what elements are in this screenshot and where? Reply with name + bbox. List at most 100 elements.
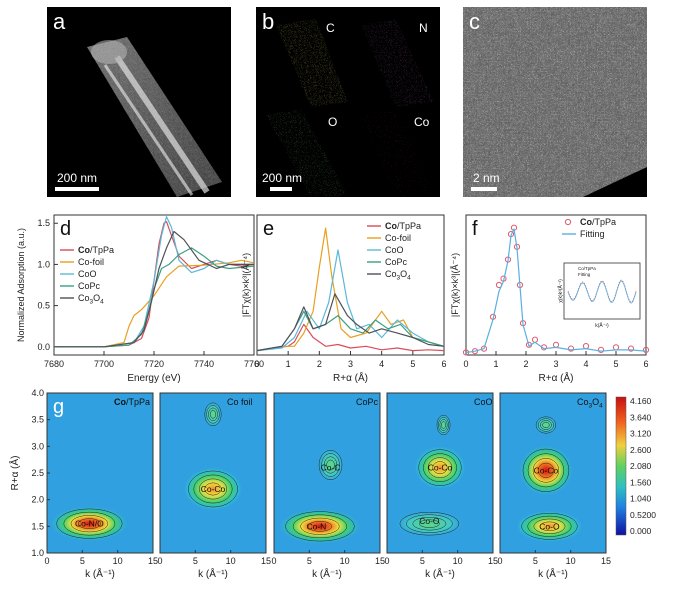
wavelet-map-0: Co/TpPa Co-N/O 0 5 10 15 k (Å⁻¹)	[44, 392, 158, 580]
wavelet-frame	[499, 392, 607, 554]
data-point-f	[582, 342, 590, 350]
y-tick-label-g: 3.5	[31, 415, 44, 425]
x-tick-label-e: 6	[441, 359, 446, 369]
x-tick-label-g: 5	[307, 556, 312, 566]
wavelet-blob	[183, 467, 243, 511]
scale-label-b: 200 nm	[262, 171, 303, 185]
contour-line	[542, 421, 550, 429]
contour-line	[188, 470, 238, 508]
x-axis-label-g: k (Å⁻¹)	[538, 567, 568, 580]
contour-line	[423, 453, 457, 482]
spectra-row: 7680 7700 7720 7740 7760 0.0 0.5 1.0 1.5 Energy (…	[16, 214, 650, 384]
colorbar-label: 0.5200	[630, 510, 656, 520]
scale-label-c: 2 nm	[473, 171, 500, 185]
data-point-f	[642, 346, 650, 354]
contour-line	[285, 511, 355, 542]
x-tick-label-f: 0	[463, 359, 468, 369]
y-tick-label-g: 3.0	[31, 441, 44, 451]
contour-line	[206, 405, 220, 424]
data-point-f	[567, 345, 575, 352]
y-tick-label-d: 1.0	[37, 259, 50, 269]
legend-label-d: Co/TpPa	[78, 245, 114, 255]
wavelet-frame	[159, 392, 267, 554]
bond-label: Co-O	[419, 516, 440, 526]
colorbar-label: 1.560	[630, 477, 652, 487]
contour-line	[204, 402, 222, 427]
wavelet-map-2: CoPc Co-C Co-N 0 5 10 15 k (Å⁻¹)	[271, 392, 385, 580]
bond-label: Co-N	[306, 521, 326, 531]
series-line-e	[256, 227, 445, 352]
colorbar-label: 3.120	[630, 429, 652, 439]
series-line-d	[54, 259, 255, 348]
panel-label-c: c	[469, 9, 480, 34]
y-tick-label-g: 1.5	[31, 521, 44, 531]
contour-line	[537, 462, 555, 478]
x-axis-label-f: R+α (Å)	[539, 371, 574, 384]
micrograph-b: b C N O Co 200 nm	[256, 7, 440, 197]
y-tick-label-g: 2.5	[31, 468, 44, 478]
y-tick-label-g: 1.0	[31, 548, 44, 558]
contour-line	[441, 421, 447, 429]
x-tick-label-g: 15	[488, 556, 498, 566]
series-line-f	[465, 228, 647, 354]
x-tick-label-d: 7680	[44, 359, 64, 369]
y-axis-label-g: R+α (Å)	[8, 456, 21, 491]
contour-line	[527, 515, 572, 537]
contour-line	[70, 515, 109, 533]
contour-line	[193, 474, 233, 504]
data-point-f	[612, 344, 620, 351]
bond-label: Co-Co	[534, 465, 559, 475]
contour-line	[538, 418, 554, 432]
legend-label-f: Fitting	[580, 229, 605, 239]
legend-label-d: CoO	[78, 269, 97, 279]
x-tick-label-f: 3	[553, 359, 558, 369]
bond-label: Co-Co	[201, 484, 226, 494]
x-axis-label-e: R+α (Å)	[333, 371, 368, 384]
legend-swatch-f	[564, 218, 572, 226]
x-tick-label-g: 0	[157, 556, 162, 566]
contour-line	[321, 453, 340, 477]
x-tick-label-f: 2	[523, 359, 528, 369]
x-tick-label-g: 5	[193, 556, 198, 566]
x-tick-label-e: 0	[254, 359, 259, 369]
bond-label: Co-N/O	[75, 519, 104, 529]
x-tick-label-d: 7720	[144, 359, 164, 369]
panel-label-d: d	[60, 218, 71, 240]
panel-label-e: e	[263, 218, 274, 240]
panel-label-f: f	[472, 218, 478, 240]
contour-line	[63, 511, 116, 536]
contour-line	[209, 410, 217, 419]
chart-d: 7680 7700 7720 7740 7760 0.0 0.5 1.0 1.5 Energy (…	[16, 214, 264, 384]
micrograph-a: a 200 nm	[47, 7, 231, 197]
wavelet-row: Co/TpPa Co-N/O 0 5 10 15 k (Å⁻¹) Co foil Co-Co 0 5…	[8, 388, 656, 580]
colorbar-label: 4.160	[630, 396, 652, 406]
wavelet-blob	[393, 509, 466, 538]
wavelet-blob	[414, 445, 466, 490]
x-tick-label-g: 10	[340, 556, 350, 566]
x-tick-label-g: 5	[80, 556, 85, 566]
x-tick-label-e: 4	[379, 359, 384, 369]
series-line-d	[54, 230, 254, 348]
x-tick-label-e: 2	[317, 359, 322, 369]
contour-line	[438, 417, 449, 433]
y-axis-label-d: Normalized Adsorption (a.u.)	[16, 228, 26, 342]
element-label-o: O	[328, 115, 338, 129]
series-line-e	[256, 249, 445, 352]
scale-bar-a	[55, 187, 99, 191]
y-tick-label-d: 0.5	[37, 301, 50, 311]
x-tick-label-e: 5	[410, 359, 415, 369]
inset-legend-label: Fitting	[578, 272, 591, 277]
element-label-n: N	[419, 21, 428, 35]
chart-e: 0 1 2 3 4 5 6 R+α (Å) |FTχ(k)×k³|(Å⁻⁴) e Co/TpPa Co…	[241, 214, 447, 384]
x-axis-label-g: k (Å⁻¹)	[198, 567, 228, 580]
y-axis-label-f: |FTχ(k)×k³|(Å⁻⁴)	[450, 253, 460, 317]
wavelet-blob	[435, 413, 452, 437]
contour-line	[535, 416, 557, 434]
element-label-co: Co	[414, 115, 430, 129]
legend-label-e: CoO	[385, 245, 404, 255]
y-axis-label-e: |FTχ(k)×k³|(Å⁻⁴)	[241, 253, 251, 317]
x-tick-label-g: 10	[453, 556, 463, 566]
x-tick-label-g: 15	[148, 556, 158, 566]
panel-label-g: g	[53, 396, 64, 418]
bond-label: Co-C	[321, 463, 341, 473]
